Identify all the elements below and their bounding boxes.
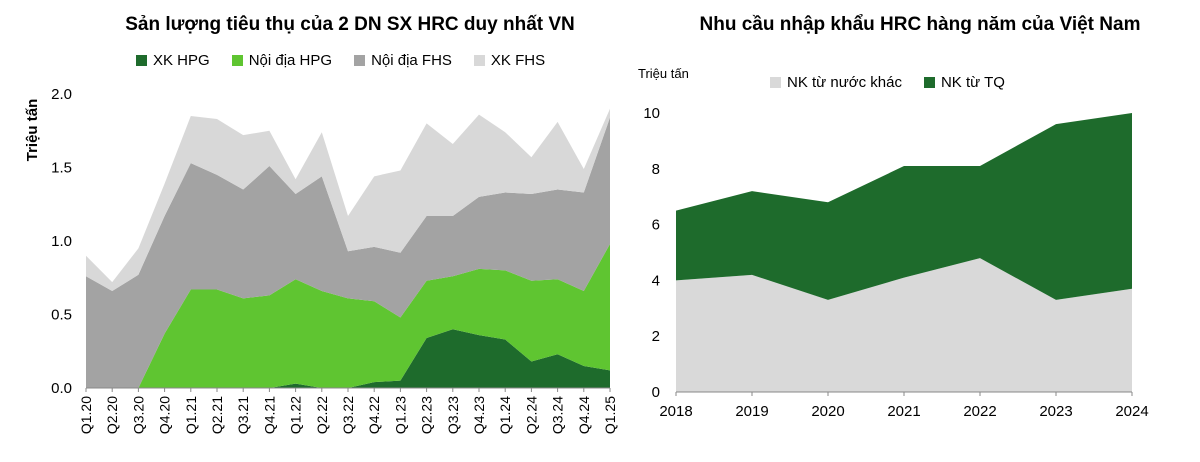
x-tick-label: Q3.24 <box>550 396 566 434</box>
x-tick-label: 2023 <box>1039 403 1072 420</box>
y-tick-label: 0.5 <box>51 307 72 324</box>
legend-item: NK từ TQ <box>923 74 1005 91</box>
chart-hrc-consumption: Sản lượng tiêu thụ của 2 DN SX HRC duy n… <box>24 14 618 434</box>
x-tick-label: Q2.20 <box>104 396 120 434</box>
y-tick-label: 1.0 <box>51 233 72 250</box>
y-tick-label: 0 <box>652 384 660 401</box>
x-tick-label: Q4.23 <box>471 396 487 434</box>
legend-swatch <box>473 55 485 66</box>
legend-swatch <box>770 77 781 88</box>
y-axis-unit-label: Triệu tấn <box>638 66 689 81</box>
chart-legend: NK từ nước khác NK từ TQ <box>770 74 1005 91</box>
x-tick-label: 2022 <box>963 403 996 420</box>
x-tick-label: Q2.22 <box>314 396 330 434</box>
legend-item: NK từ nước khác <box>770 74 902 91</box>
chart-legend: XK HPG Nội địa HPG Nội địa FHS XK FHS <box>136 52 545 69</box>
legend-label: NK từ nước khác <box>787 74 902 91</box>
legend-item: XK HPG <box>136 52 210 69</box>
plot-area: 0 2 4 6 8 10 2018 2019 2020 2021 2022 2023 2024 <box>643 105 1148 420</box>
legend-item: Nội địa HPG <box>231 52 333 69</box>
x-tick-label: Q1.22 <box>288 396 304 434</box>
chart-hrc-import-demand: Nhu cầu nhập khẩu HRC hàng năm của Việt … <box>620 0 1200 462</box>
x-tick-label: Q1.20 <box>78 396 94 434</box>
x-tick-label: Q1.21 <box>183 396 199 434</box>
legend-swatch <box>136 55 147 66</box>
x-tick-label: 2021 <box>887 403 920 420</box>
legend-item: XK FHS <box>473 52 546 69</box>
x-tick-label: Q3.22 <box>340 396 356 434</box>
x-tick-label: Q1.24 <box>497 396 513 434</box>
x-tick-label: Q2.24 <box>523 396 539 434</box>
legend-swatch <box>923 77 935 88</box>
y-tick-label: 2 <box>652 328 660 345</box>
y-tick-label: 0.0 <box>51 380 72 397</box>
series-area <box>676 113 1132 300</box>
x-tick-label: 2020 <box>811 403 844 420</box>
x-tick-label: Q4.21 <box>261 396 277 434</box>
chart-title: Sản lượng tiêu thụ của 2 DN SX HRC duy n… <box>125 14 575 35</box>
legend-swatch <box>354 55 366 66</box>
legend-label: Nội địa HPG <box>248 52 333 69</box>
legend-swatch <box>231 55 243 66</box>
series-area <box>676 258 1132 392</box>
series-area <box>86 108 610 291</box>
y-axis-label: Triệu tấn <box>24 99 41 162</box>
legend-item: Nội địa FHS <box>354 52 452 69</box>
legend-label: Nội địa FHS <box>371 52 452 69</box>
plot-area: 0.0 0.5 1.0 1.5 2.0 Q1.20 Q2.20 Q3.20 Q4.20 Q1.21… <box>24 86 618 434</box>
legend-label: XK HPG <box>153 52 210 69</box>
x-tick-label: Q4.24 <box>576 396 592 434</box>
x-tick-label: Q1.23 <box>392 396 408 434</box>
y-tick-label: 10 <box>643 105 660 122</box>
x-tick-label: Q4.20 <box>157 396 173 434</box>
x-tick-label: Q3.21 <box>235 396 251 434</box>
x-tick-label: Q1.25 <box>602 396 618 434</box>
x-tick-label: Q3.23 <box>445 396 461 434</box>
series-area <box>86 243 610 388</box>
y-tick-label: 6 <box>652 217 660 234</box>
y-tick-label: 8 <box>652 161 660 178</box>
x-tick-label: Q2.21 <box>209 396 225 434</box>
x-tick-label: 2018 <box>659 403 692 420</box>
x-tick-label: 2019 <box>735 403 768 420</box>
y-tick-label: 1.5 <box>51 160 72 177</box>
chart-title: Nhu cầu nhập khẩu HRC hàng năm của Việt … <box>699 14 1141 35</box>
x-tick-label: Q3.20 <box>130 396 146 434</box>
x-tick-label: Q4.22 <box>366 396 382 434</box>
legend-label: NK từ TQ <box>940 74 1005 91</box>
y-tick-label: 2.0 <box>51 86 72 103</box>
y-tick-label: 4 <box>652 272 660 289</box>
x-tick-label: 2024 <box>1115 403 1148 420</box>
legend-label: XK FHS <box>490 52 546 69</box>
x-tick-label: Q2.23 <box>419 396 435 434</box>
series-area <box>86 117 610 389</box>
series-area <box>86 329 610 388</box>
